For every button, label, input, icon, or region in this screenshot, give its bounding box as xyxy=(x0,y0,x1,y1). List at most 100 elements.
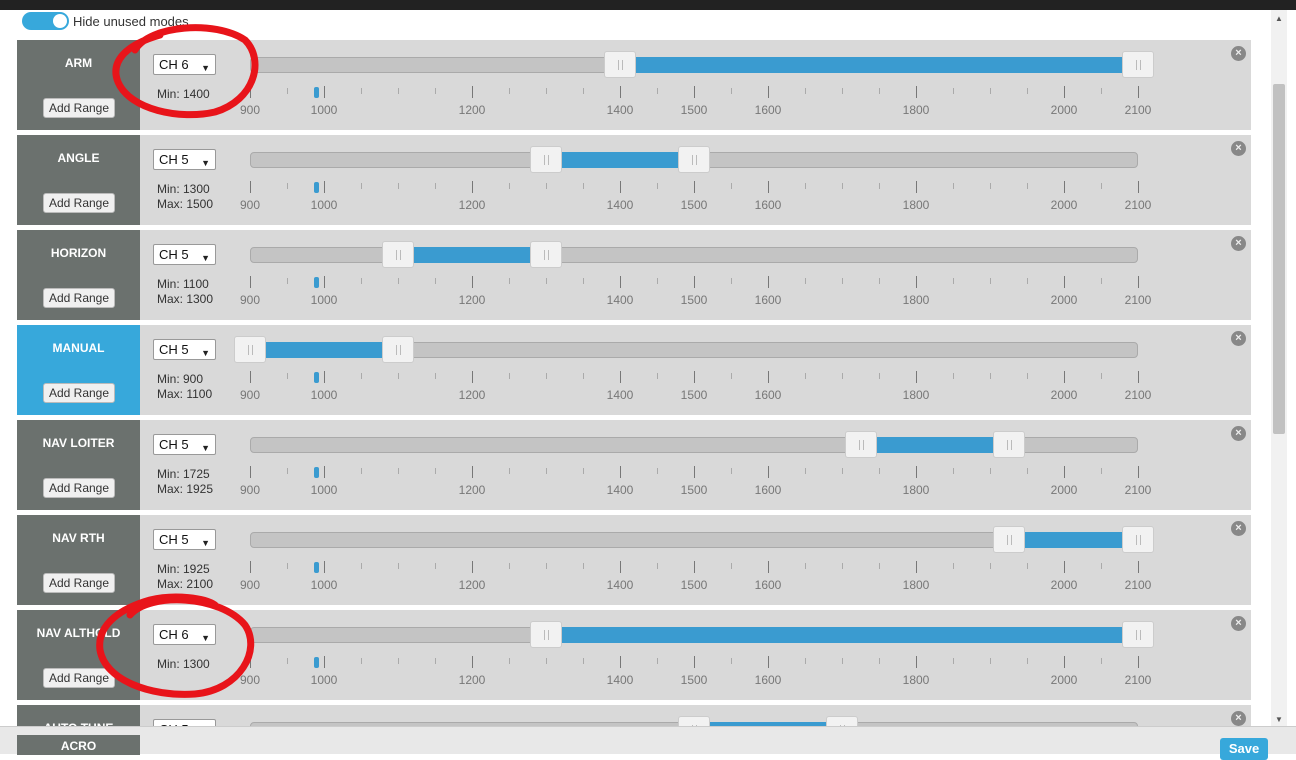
channel-select[interactable]: CH 5▼ xyxy=(153,529,216,550)
scale-label: 1000 xyxy=(310,578,338,592)
scale-label: 2000 xyxy=(1050,483,1078,497)
scale-tick xyxy=(768,371,769,383)
scale-tick xyxy=(990,563,991,569)
range-values: Min: 1300 xyxy=(157,657,210,672)
range-values: Min: 1100 Max: 1300 xyxy=(157,277,213,307)
range-min-handle[interactable] xyxy=(530,621,562,648)
add-range-button[interactable]: Add Range xyxy=(43,573,115,593)
scale-tick xyxy=(583,278,584,284)
close-circle-icon[interactable]: × xyxy=(1231,236,1246,251)
channel-select-value: CH 5 xyxy=(159,532,189,547)
range-max-handle[interactable] xyxy=(1122,621,1154,648)
scale-tick xyxy=(546,183,547,189)
scale-tick xyxy=(731,88,732,94)
scale-tick xyxy=(657,468,658,474)
channel-select[interactable]: CH 5▼ xyxy=(153,339,216,360)
channel-select-value: CH 6 xyxy=(159,627,189,642)
scale-tick xyxy=(435,88,436,94)
add-range-button[interactable]: Add Range xyxy=(43,478,115,498)
mode-row: HORIZON Add Range CH 5 ▼ Min: 1100 Max: 1… xyxy=(17,230,1251,320)
range-max-handle[interactable] xyxy=(992,431,1025,458)
scale-tick xyxy=(916,371,917,383)
mode-side-panel: NAV LOITER Add Range xyxy=(17,420,140,510)
scroll-thumb[interactable] xyxy=(1273,84,1285,434)
close-circle-icon[interactable]: × xyxy=(1231,521,1246,536)
scale-label: 1000 xyxy=(310,388,338,402)
close-circle-icon[interactable]: × xyxy=(1231,426,1246,441)
scale-tick xyxy=(657,88,658,94)
add-range-button[interactable]: Add Range xyxy=(43,98,115,118)
range-max-handle[interactable] xyxy=(826,716,858,726)
hide-unused-modes-toggle[interactable] xyxy=(22,12,69,30)
range-max-handle[interactable] xyxy=(1122,526,1154,553)
mode-name: HORIZON xyxy=(50,246,107,260)
add-range-button[interactable]: Add Range xyxy=(43,288,115,308)
scale-tick xyxy=(1138,561,1139,573)
range-min-handle[interactable] xyxy=(382,241,414,268)
scale-label: 2100 xyxy=(1124,198,1152,212)
scale-tick xyxy=(1101,278,1102,284)
mode-row: ARM Add Range CH 6 ▼ Min: 1400 900 1000 120… xyxy=(17,40,1251,130)
scale-tick xyxy=(879,278,880,284)
range-min-handle[interactable] xyxy=(844,431,877,458)
range-min-handle[interactable] xyxy=(604,51,636,78)
channel-select[interactable]: CH 5▼ xyxy=(153,719,216,726)
scale-tick xyxy=(916,561,917,573)
scale-tick xyxy=(805,278,806,284)
add-range-button[interactable]: Add Range xyxy=(43,668,115,688)
scale-label: 1400 xyxy=(606,293,634,307)
range-values: Min: 1400 xyxy=(157,87,210,102)
scale-tick xyxy=(953,563,954,569)
scale-label: 2000 xyxy=(1050,293,1078,307)
scrollbar[interactable]: ▲ ▼ xyxy=(1271,10,1287,726)
channel-select-value: CH 5 xyxy=(159,152,189,167)
current-value-marker xyxy=(313,657,319,668)
scale-tick xyxy=(472,276,473,288)
scale-tick xyxy=(768,656,769,668)
channel-select[interactable]: CH 5▼ xyxy=(153,149,216,170)
scale-tick xyxy=(361,468,362,474)
range-min-handle[interactable] xyxy=(678,716,710,726)
scroll-up-arrow-icon[interactable]: ▲ xyxy=(1275,14,1283,23)
range-max-handle[interactable] xyxy=(382,336,414,363)
range-fill xyxy=(860,437,1009,453)
scale-label: 1800 xyxy=(902,483,930,497)
mode-list: ARM Add Range CH 6 ▼ Min: 1400 900 1000 120… xyxy=(17,40,1251,726)
range-min-label: Min: 1300 xyxy=(157,182,210,196)
close-circle-icon[interactable]: × xyxy=(1231,46,1246,61)
range-max-handle[interactable] xyxy=(530,241,562,268)
add-range-button[interactable]: Add Range xyxy=(43,383,115,403)
close-circle-icon[interactable]: × xyxy=(1231,616,1246,631)
scale-label: 900 xyxy=(239,293,261,307)
scale-tick xyxy=(546,278,547,284)
scale-tick xyxy=(1064,466,1065,478)
range-min-handle[interactable] xyxy=(530,146,562,173)
scale-tick xyxy=(1101,658,1102,664)
scale-label: 1500 xyxy=(680,578,708,592)
scroll-down-arrow-icon[interactable]: ▼ xyxy=(1275,715,1283,724)
range-min-handle[interactable] xyxy=(992,526,1025,553)
channel-select-value: CH 5 xyxy=(159,437,189,452)
range-max-handle[interactable] xyxy=(1122,51,1154,78)
range-min-handle[interactable] xyxy=(234,336,266,363)
scale-tick xyxy=(435,373,436,379)
add-range-button[interactable]: Add Range xyxy=(43,193,115,213)
close-circle-icon[interactable]: × xyxy=(1231,711,1246,726)
current-value-marker xyxy=(313,87,319,98)
channel-select[interactable]: CH 5▼ xyxy=(153,244,216,265)
channel-select[interactable]: CH 5▼ xyxy=(153,434,216,455)
channel-select[interactable]: CH 6 ▼ xyxy=(153,54,216,75)
scale-tick xyxy=(657,183,658,189)
scale-tick xyxy=(657,658,658,664)
scale-tick xyxy=(1101,373,1102,379)
save-button[interactable]: Save xyxy=(1220,738,1268,760)
close-circle-icon[interactable]: × xyxy=(1231,141,1246,156)
close-circle-icon[interactable]: × xyxy=(1231,331,1246,346)
hide-unused-modes-row[interactable]: Hide unused modes xyxy=(22,12,189,30)
hide-unused-modes-label: Hide unused modes xyxy=(73,13,189,29)
range-max-handle[interactable] xyxy=(678,146,710,173)
scale-label: 1400 xyxy=(606,198,634,212)
scale-label: 1000 xyxy=(310,198,338,212)
channel-select[interactable]: CH 6 ▼ xyxy=(153,624,216,645)
scale-tick xyxy=(472,86,473,98)
